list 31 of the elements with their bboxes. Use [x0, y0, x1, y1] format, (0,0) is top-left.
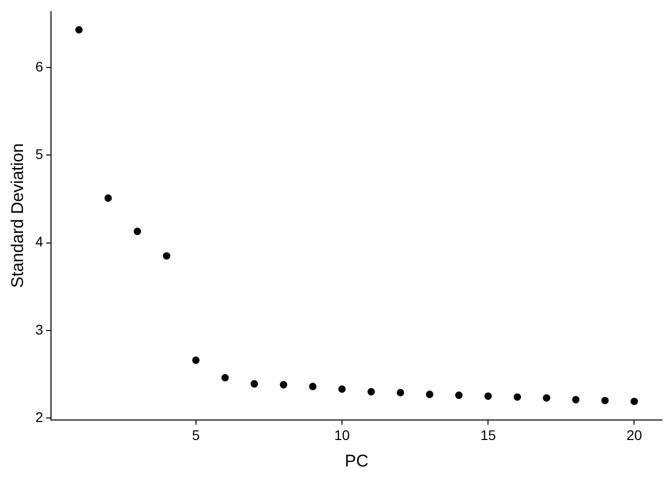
- point: [221, 374, 229, 382]
- point: [104, 194, 112, 202]
- y-tick-label: 2: [35, 408, 44, 425]
- point: [368, 388, 375, 396]
- point: [426, 390, 434, 398]
- point: [542, 394, 550, 402]
- point: [484, 392, 492, 400]
- point: [192, 356, 200, 364]
- point: [162, 252, 170, 260]
- x-tick-label: 10: [334, 427, 350, 444]
- point: [514, 393, 522, 401]
- y-tick-label: 6: [35, 58, 44, 74]
- y-tick-label: 5: [35, 146, 44, 162]
- x-tick-label: 15: [480, 427, 496, 444]
- y-axis-title: Standard Deviation: [8, 143, 27, 288]
- point: [601, 396, 609, 404]
- y-tick-label: 4: [35, 234, 44, 250]
- point: [396, 388, 404, 396]
- point: [338, 385, 346, 393]
- point: [280, 381, 288, 388]
- point: [134, 228, 142, 236]
- point: [630, 398, 638, 406]
- x-axis-title: PC: [344, 451, 368, 470]
- point: [75, 26, 83, 34]
- point: [309, 382, 316, 390]
- y-tick-label: 3: [35, 321, 44, 338]
- x-tick-label: 5: [192, 427, 200, 444]
- point: [455, 392, 463, 399]
- point: [250, 380, 258, 388]
- x-tick-label: 20: [626, 427, 642, 444]
- point: [572, 396, 580, 404]
